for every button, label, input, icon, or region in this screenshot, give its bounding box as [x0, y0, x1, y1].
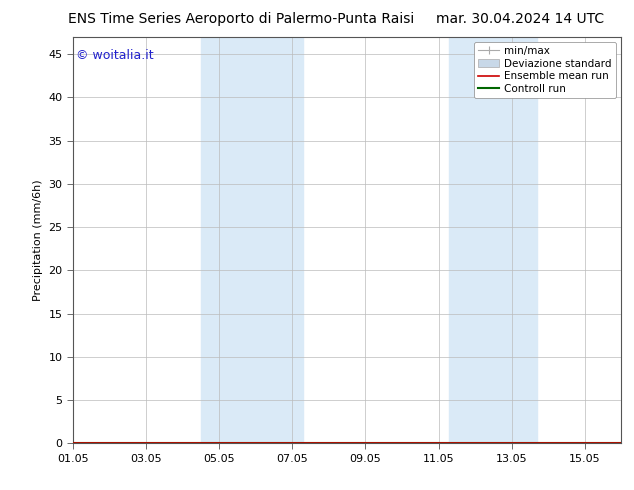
Y-axis label: Precipitation (mm/6h): Precipitation (mm/6h)	[33, 179, 43, 301]
Text: mar. 30.04.2024 14 UTC: mar. 30.04.2024 14 UTC	[436, 12, 604, 26]
Legend: min/max, Deviazione standard, Ensemble mean run, Controll run: min/max, Deviazione standard, Ensemble m…	[474, 42, 616, 98]
Bar	[450, 37, 537, 443]
Text: ENS Time Series Aeroporto di Palermo-Punta Raisi: ENS Time Series Aeroporto di Palermo-Pun…	[68, 12, 414, 26]
Bar	[201, 37, 303, 443]
Text: © woitalia.it: © woitalia.it	[75, 49, 153, 62]
